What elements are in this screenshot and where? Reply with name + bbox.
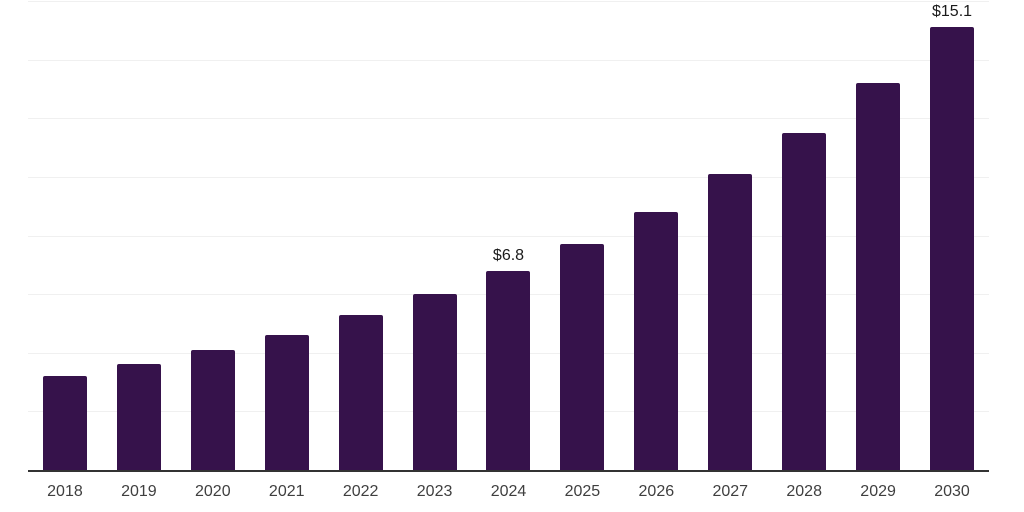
x-tick-label: 2018 [47,483,83,500]
x-tick-label: 2021 [268,483,305,500]
gridline [28,118,989,120]
gridline [28,176,989,178]
x-axis: 2018 2019 2020 2021 2022 2023 2024 2025 2026 2027… [28,472,989,508]
x-tick-label: 2025 [564,483,601,500]
bar-band [915,1,989,470]
bar-2018 [42,376,87,470]
x-tick-label: 2030 [934,483,970,500]
bar-2029 [856,83,901,470]
bar-band [176,1,250,470]
bar-band [398,1,472,470]
gridline [28,235,989,237]
gridline [28,59,989,61]
bar-2020 [190,349,235,470]
bar-2030 [930,27,975,470]
x-tick-label: 2020 [195,483,231,500]
x-tick-label: 2026 [638,483,675,500]
bar-2026 [634,212,679,470]
plot-area: $6.8 $15.1 [28,1,989,472]
bar-2025 [560,244,605,470]
bar-band [324,1,398,470]
bar-2021 [264,335,309,470]
bar-2028 [782,132,827,470]
bar-band [767,1,841,470]
bar-band [102,1,176,470]
x-tick-label: 2024 [490,483,527,500]
gridline [28,1,989,2]
x-tick-label: 2022 [342,483,379,500]
bar-band [250,1,324,470]
x-tick-label: 2029 [860,483,896,500]
bar-band [545,1,619,470]
bar-band [28,1,102,470]
x-tick-label: 2023 [416,483,453,500]
x-tick-label: 2027 [712,483,749,500]
bar-band [841,1,915,470]
bar-band [693,1,767,470]
x-tick-label: 2028 [786,483,822,500]
x-tick-label: 2019 [121,483,157,500]
bar-2023 [412,294,457,470]
bar-2022 [338,314,383,470]
bar-2019 [116,364,161,470]
bar-band [619,1,693,470]
bar-value-label: $15.1 [932,3,973,21]
bar-2027 [708,173,753,470]
bar-band [472,1,546,470]
bar-2024 [486,270,531,470]
bar-value-label: $6.8 [492,246,525,264]
